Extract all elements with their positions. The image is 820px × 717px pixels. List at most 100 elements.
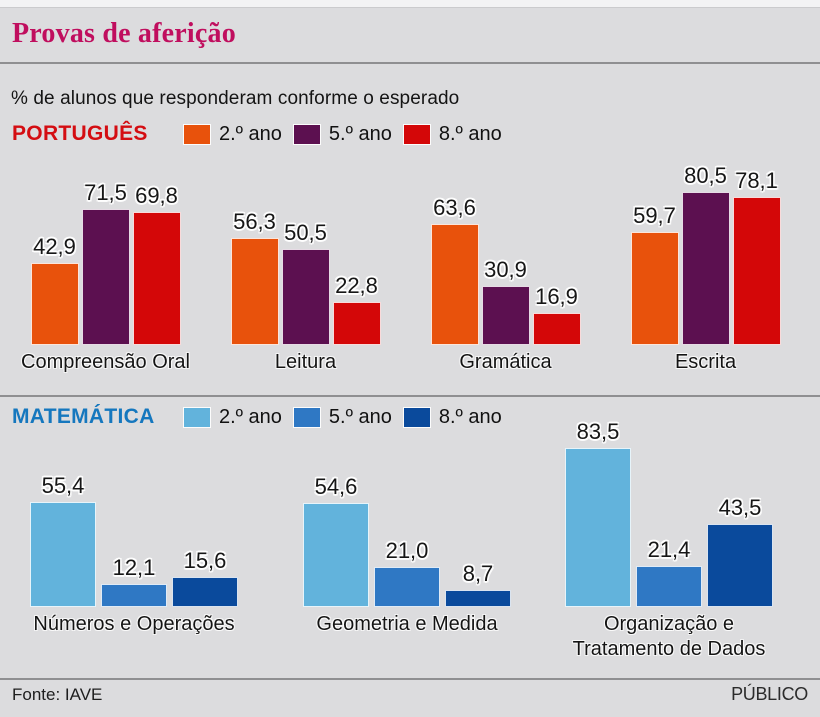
legend-label: 5.º ano: [328, 405, 392, 428]
bar-column: 69,8: [132, 183, 181, 345]
bar-column: 22,8: [332, 273, 381, 345]
legend-label: 5.º ano: [328, 122, 392, 145]
bar: [636, 566, 702, 607]
bar-column: 21,4: [636, 537, 702, 607]
bar-column: 30,9: [481, 257, 530, 345]
bar-column: 59,7: [630, 203, 679, 345]
chart-subtitle: % de alunos que responderam conforme o e…: [11, 88, 460, 109]
bar-column: 63,6: [430, 195, 479, 345]
bar: [481, 286, 530, 345]
bar-value-label: 63,6: [433, 195, 476, 220]
bar: [30, 502, 96, 607]
bar-value-label: 56,3: [233, 209, 276, 234]
bar: [101, 584, 167, 607]
bar-group: 59,7 80,5 78,1 Escrita: [628, 160, 783, 373]
bar-column: 54,6: [303, 474, 369, 607]
category-label: Números e Operações: [33, 613, 235, 635]
footer: Fonte: IAVE PÚBLICO: [12, 684, 808, 705]
legend-item: 8.º ano: [403, 123, 502, 146]
bar: [281, 249, 330, 345]
bar: [132, 212, 181, 345]
bar: [30, 263, 79, 345]
bar-column: 55,4: [30, 473, 96, 607]
bar-column: 80,5: [681, 163, 730, 345]
bar-column: 78,1: [732, 168, 781, 345]
bar-value-label: 21,0: [385, 538, 429, 563]
bar: [332, 302, 381, 345]
bar-column: 8,7: [445, 561, 511, 607]
bar-value-label: 83,5: [576, 419, 620, 444]
bar-value-label: 80,5: [684, 163, 727, 188]
legend-item: 2.º ano: [184, 123, 282, 146]
bar-value-label: 69,8: [135, 183, 178, 208]
category-label: Compreensão Oral: [21, 351, 190, 373]
bar-value-label: 78,1: [735, 168, 778, 193]
bar: [303, 503, 369, 607]
legend-swatch: [184, 407, 210, 427]
bar: [172, 577, 238, 607]
bar-value-label: 15,6: [183, 548, 227, 573]
footer-divider: [0, 678, 820, 680]
bar: [532, 313, 581, 345]
source-credit: Fonte: IAVE: [12, 684, 103, 704]
category-label: Leitura: [274, 351, 337, 373]
legend-label: 2.º ano: [219, 122, 282, 145]
bar-value-label: 21,4: [647, 537, 691, 562]
bar-value-label: 30,9: [484, 257, 527, 282]
category-label: Organização e Tratamento de Dados: [572, 613, 766, 660]
legend-matematica: 2.º ano 5.º ano 8.º ano: [184, 406, 502, 429]
bar: [565, 448, 631, 607]
bar-value-label: 12,1: [112, 555, 156, 580]
bar-value-label: 55,4: [41, 473, 85, 498]
section-header-matematica: MATEMÁTICA 2.º ano 5.º ano 8.º ano: [12, 405, 808, 429]
bar-value-label: 43,5: [718, 495, 762, 520]
bar: [374, 567, 440, 607]
legend-swatch: [184, 124, 210, 144]
chart-matematica: 55,4 12,1 15,6 Números e Operações 54,6 21,0 8…: [0, 419, 820, 670]
legend-label: 2.º ano: [219, 405, 282, 428]
category-label: Escrita: [674, 351, 737, 373]
bar: [681, 192, 730, 345]
bar-column: 12,1: [101, 555, 167, 607]
bar: [630, 232, 679, 345]
legend-item: 5.º ano: [293, 405, 392, 429]
section-label-portugues: PORTUGUÊS: [12, 122, 148, 145]
bar-value-label: 59,7: [633, 203, 676, 228]
legend-swatch: [293, 407, 320, 427]
bar-value-label: 50,5: [284, 220, 327, 245]
bar: [732, 197, 781, 345]
bar-column: 50,5: [281, 220, 330, 345]
section-header-portugues: PORTUGUÊS 2.º ano 5.º ano 8.º ano: [12, 122, 808, 146]
legend-label: 8.º ano: [438, 405, 502, 428]
bar-group: 55,4 12,1 15,6 Números e Operações: [28, 445, 240, 635]
bar: [81, 209, 130, 345]
bar-group: 83,5 21,4 43,5 Organização e Tratamento de …: [563, 419, 775, 660]
bar-column: 21,0: [374, 538, 440, 607]
bar: [707, 524, 773, 607]
legend-swatch: [403, 124, 430, 144]
bar-group: 54,6 21,0 8,7 Geometria e Medida: [301, 445, 513, 635]
section-label-matematica: MATEMÁTICA: [12, 405, 155, 428]
bar-value-label: 22,8: [335, 273, 378, 298]
category-label: Geometria e Medida: [316, 613, 498, 635]
legend-item: 5.º ano: [293, 122, 392, 146]
legend-swatch: [293, 124, 320, 144]
title-divider: [0, 62, 820, 64]
category-label: Gramática: [459, 351, 552, 373]
legend-portugues: 2.º ano 5.º ano 8.º ano: [184, 123, 502, 146]
bar: [230, 238, 279, 345]
bar-column: 43,5: [707, 495, 773, 607]
bar-group: 63,6 30,9 16,9 Gramática: [428, 160, 583, 373]
bar-group: 56,3 50,5 22,8 Leitura: [228, 160, 383, 373]
bar-column: 16,9: [532, 284, 581, 345]
bar-value-label: 8,7: [462, 561, 494, 586]
brand-logo: PÚBLICO: [731, 684, 808, 704]
chart-portugues: 42,9 71,5 69,8 Compreensão Oral 56,3 50,5 22,8…: [0, 160, 820, 392]
bar-value-label: 71,5: [84, 180, 127, 205]
bar-group: 42,9 71,5 69,8 Compreensão Oral: [21, 160, 190, 373]
bar: [430, 224, 479, 345]
page-title: Provas de aferição: [12, 18, 236, 49]
bar-value-label: 42,9: [33, 234, 76, 259]
bar-column: 71,5: [81, 180, 130, 345]
